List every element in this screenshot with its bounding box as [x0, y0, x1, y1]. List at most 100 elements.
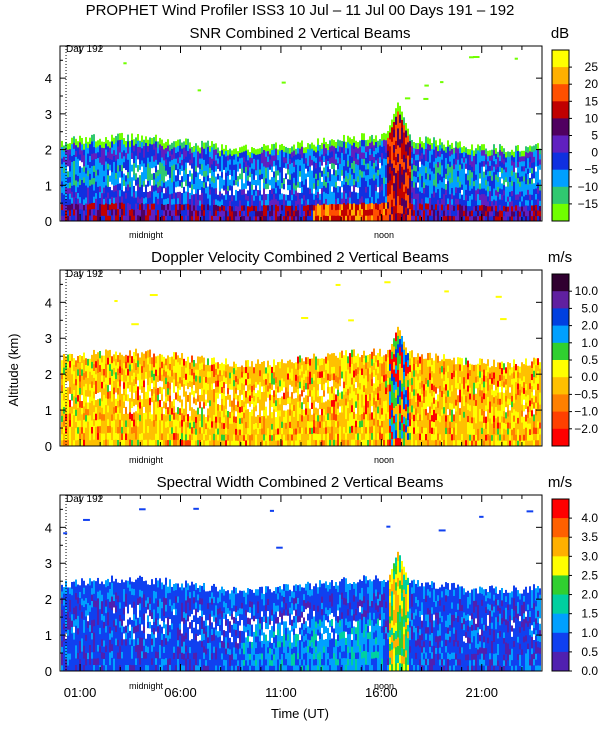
heat-cell — [519, 156, 521, 162]
heat-cell — [79, 190, 81, 198]
heat-cell — [107, 197, 109, 205]
heat-cell — [115, 385, 117, 393]
heat-cell — [513, 196, 515, 202]
heat-cell — [257, 164, 259, 170]
colorbar-swatch — [552, 50, 569, 68]
heat-cell — [211, 383, 213, 390]
heat-cell — [517, 188, 519, 195]
heat-cell — [365, 180, 367, 187]
heat-cell — [279, 367, 281, 375]
heat-cell — [489, 170, 491, 177]
heat-cell — [301, 192, 303, 199]
heat-cell — [325, 170, 327, 177]
heat-cell — [507, 216, 509, 222]
heat-cell — [415, 198, 417, 205]
heat-cell — [477, 204, 479, 211]
heat-cell — [215, 434, 217, 441]
heat-cell — [405, 171, 407, 180]
heat-cell — [65, 426, 67, 434]
heat-cell — [199, 363, 201, 370]
heat-cell — [333, 157, 335, 164]
heat-cell — [501, 145, 503, 152]
heat-cell — [245, 182, 247, 189]
heat-cell — [77, 175, 79, 182]
heat-cell — [453, 163, 455, 170]
heat-cell — [231, 366, 233, 373]
heat-cell — [293, 171, 295, 178]
heat-cell — [311, 402, 313, 409]
heat-cell — [111, 420, 113, 428]
heat-cell — [367, 174, 369, 181]
heat-cell — [139, 420, 141, 428]
heat-cell — [107, 157, 109, 164]
heat-cell — [511, 200, 513, 207]
heat-cell — [237, 161, 239, 167]
heat-cell — [373, 144, 375, 152]
heat-cell — [303, 168, 305, 175]
heat-cell — [89, 149, 91, 157]
heat-cell — [159, 149, 161, 157]
heat-cell — [67, 182, 69, 189]
heat-cell — [247, 360, 249, 367]
heat-cell — [265, 167, 267, 173]
heat-cell — [137, 353, 139, 361]
heat-cell — [223, 215, 225, 222]
heat-cell — [399, 204, 401, 214]
heat-cell — [109, 164, 111, 171]
heat-cell — [189, 398, 191, 405]
heat-cell — [109, 418, 111, 426]
heat-cell — [345, 181, 347, 188]
heat-cell — [221, 193, 223, 200]
heat-cell — [223, 405, 225, 412]
heat-cell — [517, 177, 519, 184]
heat-cell — [371, 184, 373, 191]
heat-cell — [531, 162, 533, 169]
heat-cell — [453, 205, 455, 212]
heat-cell — [67, 160, 69, 167]
heat-cell — [281, 193, 283, 200]
heat-cell — [147, 398, 149, 406]
heat-cell — [103, 381, 105, 389]
heat-cell — [263, 171, 265, 178]
heat-cell — [295, 416, 297, 423]
heat-cell — [193, 390, 195, 398]
heat-cell — [137, 183, 139, 191]
heat-cell — [101, 147, 103, 154]
heat-cell — [69, 367, 71, 375]
heat-cell — [71, 439, 73, 447]
heat-cell — [247, 409, 249, 416]
heat-cell — [519, 151, 521, 157]
heat-cell — [303, 147, 305, 154]
heat-cell — [293, 177, 295, 184]
heat-cell — [333, 168, 335, 176]
heat-cell — [363, 152, 365, 159]
heat-cell — [133, 156, 135, 164]
heat-cell — [209, 382, 211, 389]
heat-cell — [245, 390, 247, 398]
heat-cell — [231, 185, 233, 192]
heat-cell — [283, 380, 285, 388]
heat-cell — [273, 160, 275, 167]
heat-cell — [205, 364, 207, 372]
heat-cell — [377, 209, 379, 216]
heat-cell — [433, 161, 435, 168]
heat-cell — [379, 215, 381, 222]
heat-cell — [225, 377, 227, 384]
heat-cell — [297, 175, 299, 182]
heat-cell — [299, 193, 301, 200]
heat-cell — [161, 374, 163, 382]
heat-cell — [241, 423, 243, 430]
heat-cell — [235, 363, 237, 371]
heat-cell — [205, 376, 207, 383]
heat-cell — [171, 153, 173, 161]
heat-cell — [513, 191, 515, 197]
heat-cell — [131, 401, 133, 408]
heat-cell — [77, 426, 79, 434]
heat-cell — [251, 385, 253, 392]
heat-cell — [109, 152, 111, 160]
heat-cell — [329, 140, 331, 147]
heat-cell — [163, 159, 165, 166]
heat-cell — [449, 155, 451, 162]
heat-cell — [213, 389, 215, 396]
heat-cell — [419, 197, 421, 204]
